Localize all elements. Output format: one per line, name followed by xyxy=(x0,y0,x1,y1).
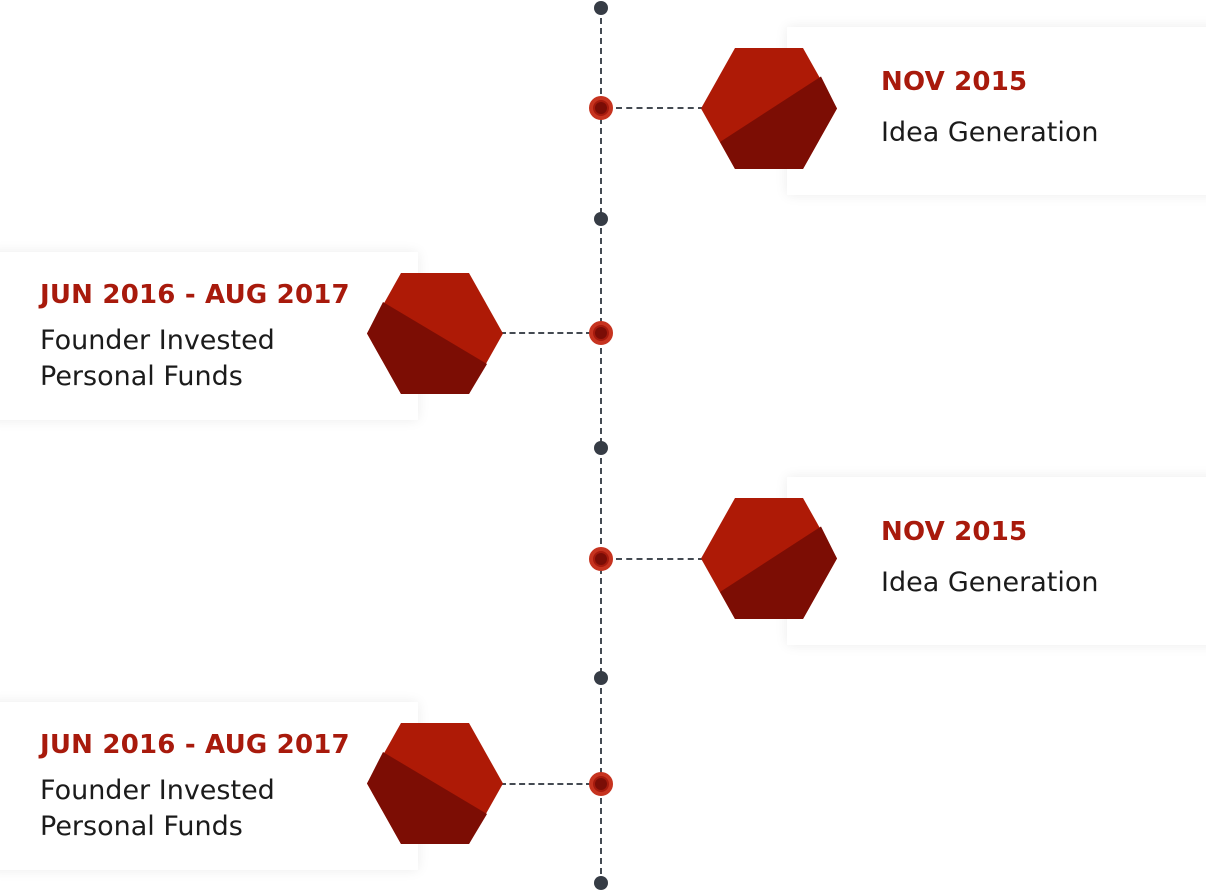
spine-dot xyxy=(594,212,608,226)
event-hexagon-icon-1 xyxy=(701,48,837,169)
spine-dot xyxy=(594,441,608,455)
event-date-1: NOV 2015 xyxy=(881,67,1028,97)
event-hexagon-icon-2 xyxy=(367,273,503,394)
event-connector-2 xyxy=(500,332,592,334)
spine-dot xyxy=(594,876,608,890)
event-node-2 xyxy=(589,321,613,345)
event-date-3: NOV 2015 xyxy=(881,517,1028,547)
event-node-3 xyxy=(589,547,613,571)
event-title-3: Idea Generation xyxy=(881,567,1099,598)
event-title-2: Founder Invested Personal Funds xyxy=(40,325,275,392)
event-connector-1 xyxy=(616,107,704,109)
event-title-4: Founder Invested Personal Funds xyxy=(40,775,275,842)
event-card-4 xyxy=(0,702,418,870)
event-node-1 xyxy=(589,96,613,120)
event-card-3 xyxy=(787,477,1206,645)
event-node-4 xyxy=(589,772,613,796)
event-date-2: JUN 2016 - AUG 2017 xyxy=(40,280,350,310)
event-card-1 xyxy=(787,27,1206,195)
event-card-2 xyxy=(0,252,418,420)
event-connector-4 xyxy=(500,783,592,785)
event-date-4: JUN 2016 - AUG 2017 xyxy=(40,730,350,760)
event-title-1: Idea Generation xyxy=(881,117,1099,148)
event-hexagon-icon-4 xyxy=(367,723,503,844)
event-connector-3 xyxy=(616,558,704,560)
spine-dot xyxy=(594,671,608,685)
spine-dot xyxy=(594,1,608,15)
event-hexagon-icon-3 xyxy=(701,498,837,619)
